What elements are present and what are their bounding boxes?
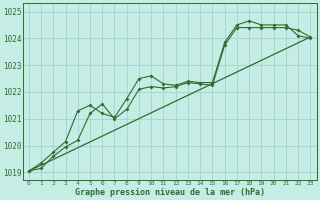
X-axis label: Graphe pression niveau de la mer (hPa): Graphe pression niveau de la mer (hPa): [75, 188, 265, 197]
